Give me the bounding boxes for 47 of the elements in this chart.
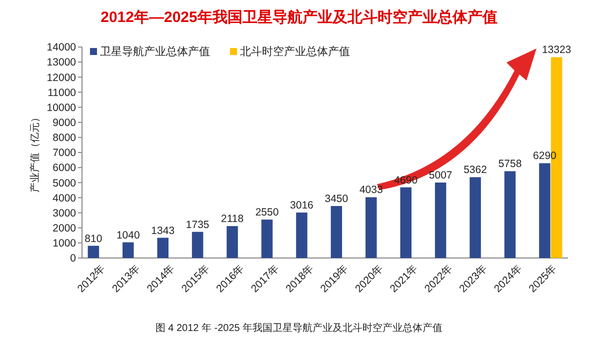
- data-label: 3450: [324, 193, 348, 206]
- data-label: 810: [84, 232, 102, 245]
- bar: [366, 197, 377, 258]
- bar: [226, 226, 238, 258]
- y-tick-label: 7000: [52, 147, 76, 160]
- data-label: 2550: [255, 206, 279, 219]
- y-axis-title: 产业产值（亿元）: [29, 112, 41, 192]
- y-tick-label: 12000: [46, 72, 76, 84]
- data-label: 13323: [542, 44, 572, 56]
- bar: [157, 238, 168, 258]
- data-label: 5758: [498, 158, 522, 170]
- data-label: 5362: [464, 164, 488, 176]
- y-tick-label: 11000: [48, 86, 76, 99]
- bar: [470, 177, 481, 258]
- data-label: 2118: [220, 213, 244, 226]
- bar: [434, 182, 446, 258]
- data-label: 1735: [186, 218, 210, 231]
- y-tick-label: 0: [70, 252, 76, 265]
- data-label: 3016: [290, 200, 314, 212]
- y-tick-label: 13000: [46, 56, 76, 69]
- data-label: 5007: [428, 170, 452, 182]
- y-tick-label: 8000: [52, 132, 76, 144]
- y-tick-label: 2000: [52, 222, 76, 235]
- y-tick-label: 4000: [52, 192, 76, 204]
- bar: [122, 242, 134, 258]
- caption: 图 4 2012 年 -2025 年我国卫星导航产业及北斗时空产业总体产值: [155, 322, 443, 334]
- y-tick-label: 14000: [46, 42, 76, 54]
- bar: [330, 206, 342, 258]
- bar: [88, 246, 100, 258]
- y-tick-label: 1000: [52, 238, 76, 250]
- bar: [296, 212, 308, 258]
- bar: [400, 187, 412, 258]
- chart-title: 2012年—2025年我国卫星导航产业及北斗时空产业总体产值: [100, 8, 498, 26]
- y-tick-label: 6000: [52, 162, 76, 174]
- data-label: 1040: [116, 229, 140, 242]
- data-label: 1343: [151, 224, 175, 237]
- bar: [261, 220, 273, 258]
- y-tick-label: 9000: [52, 117, 76, 130]
- legend-label: 北斗时空产业总体产值: [240, 44, 350, 58]
- data-label: 4033: [359, 184, 383, 196]
- bar: [504, 171, 516, 258]
- y-tick-label: 10000: [46, 102, 76, 114]
- y-tick-label: 5000: [52, 177, 76, 190]
- legend-label: 卫星导航产业总体产值: [100, 44, 210, 58]
- bar: [192, 232, 204, 258]
- y-tick-label: 3000: [52, 207, 76, 220]
- bar: [539, 163, 550, 258]
